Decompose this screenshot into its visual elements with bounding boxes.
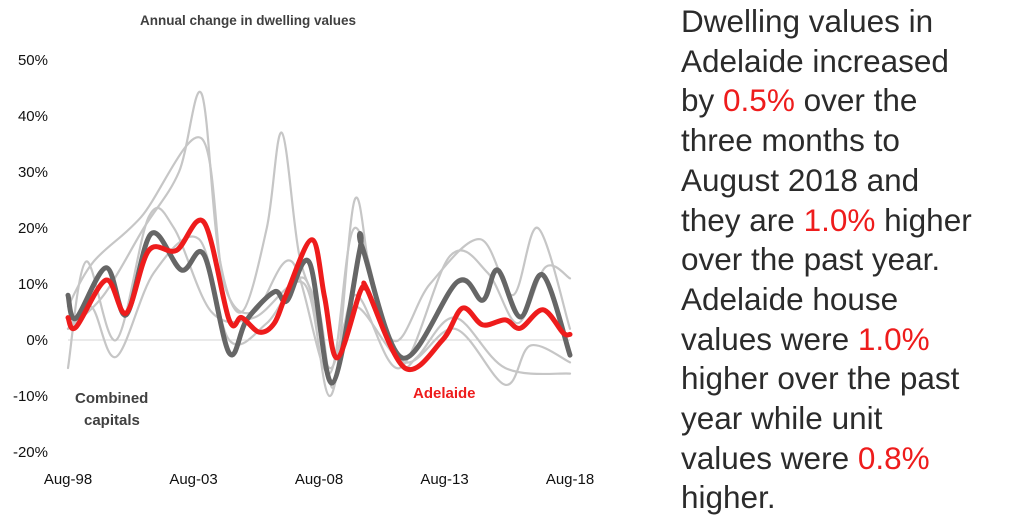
series-line-other-capital [66, 235, 572, 386]
commentary-text-segment: higher. [681, 479, 776, 516]
series-line-adelaide [65, 217, 573, 373]
commentary-text-segment: Adelaide house [681, 280, 899, 317]
label-combined-capitals: Combined capitals [75, 390, 153, 429]
x-tick-label: Aug-13 [420, 471, 468, 488]
annual-change-chart: Annual change in dwelling values 50% 40% 3… [13, 13, 594, 488]
y-tick-label: 20% [18, 220, 48, 237]
y-tick-label: 50% [18, 52, 48, 69]
x-tick-label: Aug-98 [44, 471, 92, 488]
y-tick-label: 10% [18, 276, 48, 293]
commentary-text-segment: over the [794, 82, 918, 119]
y-tick-label: 0% [26, 332, 48, 349]
commentary-text-segment: values were [681, 320, 858, 357]
x-tick-label: Aug-03 [169, 471, 217, 488]
x-axis: Aug-98 Aug-03 Aug-08 Aug-13 Aug-18 [44, 471, 594, 488]
highlight-value: 0.5% [723, 82, 795, 119]
commentary-line: higher over the past [681, 359, 1024, 399]
commentary-text-segment: over the past year. [681, 241, 941, 278]
highlight-value: 0.8% [857, 439, 930, 476]
commentary-text-segment: three months to [681, 122, 900, 159]
label-combined-line-1: Combined [75, 390, 148, 407]
commentary-text-segment: values were [681, 439, 858, 476]
commentary-line: year while unit [681, 399, 1024, 439]
commentary-text-segment: by [681, 82, 724, 119]
commentary-text-segment: higher [875, 201, 972, 238]
commentary-line: values were 0.8% [681, 439, 1024, 479]
y-tick-label: 40% [18, 108, 48, 125]
y-tick-label: 30% [18, 164, 48, 181]
label-combined-line-2: capitals [84, 412, 140, 429]
commentary-text-segment: Dwelling values in [681, 3, 934, 39]
commentary-line: they are 1.0% higher [681, 201, 1024, 241]
commentary-line: higher. [681, 478, 1024, 518]
commentary-line: over the past year. [681, 240, 1024, 280]
highlight-value: 1.0% [803, 201, 876, 238]
commentary-line: three months to [681, 121, 1024, 161]
commentary-text-segment: Adelaide increased [681, 42, 949, 79]
highlight-value: 1.0% [857, 320, 930, 357]
commentary-line: Dwelling values in [681, 2, 1024, 42]
series-group [65, 90, 573, 398]
commentary-line: Adelaide house [681, 280, 1024, 320]
commentary-text-segment: they are [681, 201, 804, 238]
commentary-text-segment: higher over the past [681, 360, 960, 397]
commentary-text: Dwelling values in Adelaide increased by 0… [681, 2, 1024, 518]
commentary-line: Adelaide increased [681, 42, 1024, 82]
x-tick-label: Aug-18 [546, 471, 594, 488]
x-tick-label: Aug-08 [295, 471, 343, 488]
commentary-text-segment: year while unit [681, 400, 883, 437]
commentary-line: August 2018 and [681, 161, 1024, 201]
label-adelaide: Adelaide [413, 385, 476, 402]
y-tick-label: -10% [13, 388, 48, 405]
commentary-text-segment: August 2018 and [681, 161, 920, 198]
commentary-line: values were 1.0% [681, 320, 1024, 360]
chart-title: Annual change in dwelling values [140, 13, 356, 28]
y-tick-label: -20% [13, 444, 48, 461]
commentary-line: by 0.5% over the [681, 81, 1024, 121]
y-axis: 50% 40% 30% 20% 10% 0% -10% -20% [13, 52, 48, 461]
